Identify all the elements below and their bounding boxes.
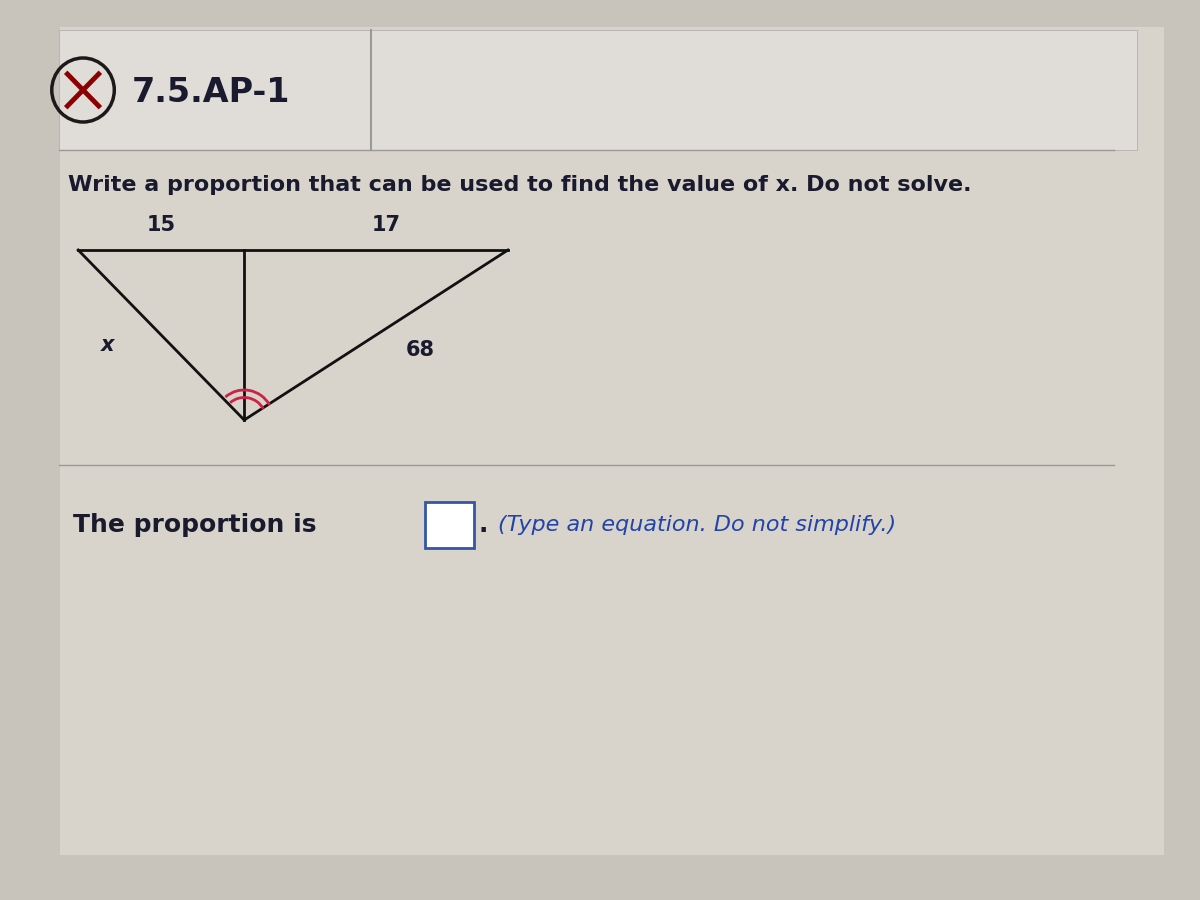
- Text: .: .: [479, 513, 488, 537]
- Text: The proportion is: The proportion is: [73, 513, 317, 537]
- Text: 7.5.AP-1: 7.5.AP-1: [132, 76, 290, 109]
- Text: Write a proportion that can be used to find the value of x. Do not solve.: Write a proportion that can be used to f…: [68, 175, 972, 195]
- Text: 68: 68: [406, 340, 434, 360]
- Bar: [425, 502, 474, 548]
- Text: 17: 17: [371, 215, 401, 235]
- Text: (Type an equation. Do not simplify.): (Type an equation. Do not simplify.): [498, 515, 896, 535]
- Bar: [59, 30, 1138, 150]
- Text: 15: 15: [146, 215, 175, 235]
- Text: x: x: [101, 335, 114, 355]
